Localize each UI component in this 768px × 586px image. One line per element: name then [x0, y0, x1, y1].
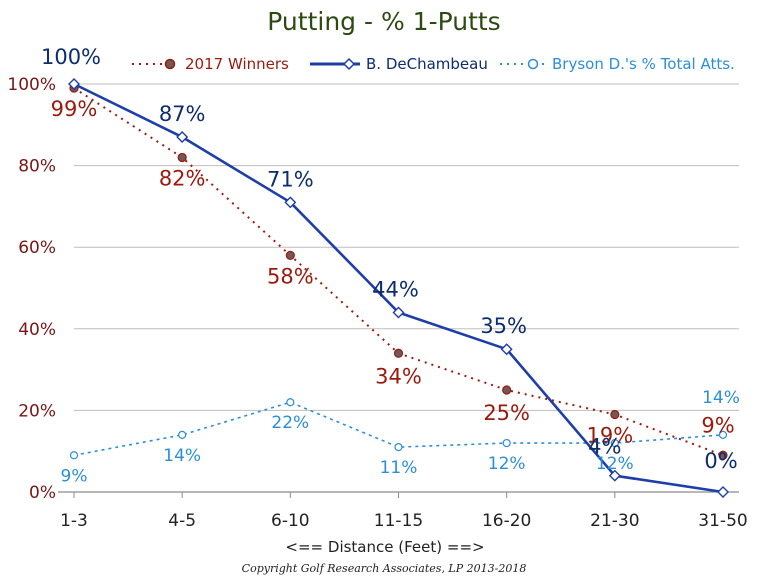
- data-point-circle: [502, 385, 512, 395]
- legend-label-winners: 2017 Winners: [185, 55, 289, 73]
- data-point-diamond: [608, 469, 621, 482]
- data-label: 11%: [380, 458, 418, 478]
- legend-label-dechambeau: B. DeChambeau: [366, 55, 488, 73]
- data-label: 58%: [267, 264, 314, 288]
- data-point-diamond: [284, 196, 297, 209]
- y-tick-label: 0%: [29, 483, 56, 503]
- chart-title: Putting - % 1-Putts: [267, 7, 500, 36]
- data-point-open-circle: [178, 430, 187, 439]
- legend-item-total-atts: Bryson D.'s % Total Atts.: [500, 55, 735, 73]
- data-point-circle: [177, 152, 187, 163]
- data-point-circle: [393, 348, 404, 358]
- legend-marker-dechambeau: [342, 57, 356, 71]
- data-point-circle: [610, 409, 620, 420]
- legend-marker-total-atts: [527, 58, 539, 70]
- data-label: 34%: [375, 364, 422, 388]
- legend-item-dechambeau: B. DeChambeau: [310, 55, 488, 73]
- data-label: 12%: [596, 454, 634, 474]
- data-label: 14%: [702, 388, 740, 408]
- data-label: 35%: [480, 314, 527, 338]
- data-labels: 9% 14% 22% 11% 12% 12% 14% 99% 82% 58% 34% 25% 19% 9%…: [41, 45, 740, 486]
- data-point-diamond: [392, 306, 405, 319]
- x-tick-label: 1-3: [60, 511, 88, 531]
- data-point-open-circle: [286, 398, 295, 407]
- data-label: 22%: [271, 413, 309, 433]
- axes: 0% 20% 40% 60% 80% 100% 1-3 4-5 6-10 11-15 16-20 21…: [7, 75, 747, 531]
- legend-marker-winners: [164, 58, 176, 70]
- y-tick-label: 40%: [18, 320, 56, 340]
- data-label: 71%: [267, 167, 314, 191]
- series-line-0: [73, 87, 724, 457]
- data-label: 12%: [488, 454, 526, 474]
- x-tick-label: 6-10: [271, 511, 310, 531]
- data-point-diamond: [500, 343, 513, 356]
- data-label: 82%: [159, 166, 206, 190]
- data-label: 4%: [588, 435, 621, 459]
- data-label: 44%: [372, 277, 419, 301]
- x-tick-label: 16-20: [482, 511, 531, 531]
- data-point-open-circle: [394, 443, 403, 452]
- copyright-footer: Copyright Golf Research Associates, LP 2…: [242, 562, 527, 575]
- y-tick-label: 100%: [7, 75, 56, 95]
- data-label: 0%: [704, 449, 737, 473]
- y-tick-label: 20%: [18, 401, 56, 421]
- data-label: 9%: [61, 466, 88, 486]
- data-label: 14%: [163, 446, 201, 466]
- x-axis-title: <== Distance (Feet) ==>: [285, 538, 484, 556]
- data-point-diamond: [68, 78, 80, 90]
- data-point-open-circle: [69, 451, 79, 460]
- data-label: 100%: [41, 45, 101, 69]
- legend-label-total-atts: Bryson D.'s % Total Atts.: [552, 55, 735, 73]
- data-point-open-circle: [718, 430, 728, 439]
- legend: 2017 Winners B. DeChambeau Bryson D.'s %…: [132, 55, 735, 73]
- data-point-open-circle: [610, 438, 619, 448]
- data-point-diamond: [176, 131, 189, 144]
- data-label: 87%: [159, 102, 206, 126]
- data-label: 25%: [483, 401, 530, 425]
- data-point-open-circle: [502, 438, 511, 448]
- x-tick-label: 4-5: [168, 511, 196, 531]
- data-point-diamond: [717, 486, 729, 498]
- legend-item-winners: 2017 Winners: [132, 55, 289, 73]
- data-label: 19%: [586, 423, 633, 447]
- x-tick-label: 11-15: [374, 511, 423, 531]
- data-label: 99%: [51, 97, 98, 121]
- y-tick-label: 80%: [18, 157, 56, 177]
- y-tick-label: 60%: [18, 238, 56, 258]
- x-tick-label: 31-50: [698, 511, 747, 531]
- x-tick-label: 21-30: [590, 511, 639, 531]
- data-point-circle: [285, 250, 295, 260]
- series-group: [68, 78, 729, 498]
- data-point-circle: [718, 450, 728, 460]
- data-label: 9%: [701, 413, 734, 437]
- grid-lines: [74, 83, 739, 411]
